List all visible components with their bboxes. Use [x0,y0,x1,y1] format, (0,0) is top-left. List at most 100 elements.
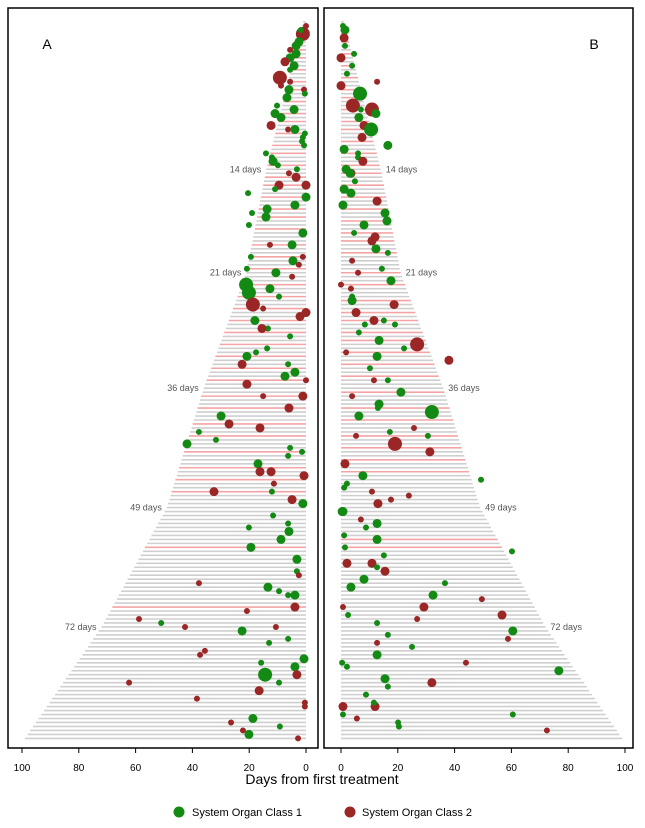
event-marker-class-2 [257,323,267,333]
event-marker-class-1 [242,351,252,361]
event-marker-class-1 [301,192,311,202]
event-marker-class-1 [284,85,294,95]
day-label: 72 days [65,622,97,632]
event-marker-class-2 [343,349,350,356]
event-marker-class-1 [293,166,300,173]
event-marker-class-2 [338,702,348,712]
event-marker-class-1 [268,488,275,495]
legend-marker-class-1 [173,806,185,818]
event-marker-class-1 [341,544,348,551]
event-marker-class-2 [504,635,511,642]
event-marker-class-1 [424,405,439,420]
event-marker-class-2 [358,156,368,166]
panel-letter: B [589,36,598,52]
event-marker-class-2 [272,623,279,630]
event-marker-class-1 [340,25,350,35]
event-marker-class-2 [266,467,276,477]
event-marker-class-1 [380,317,387,324]
event-marker-class-2 [405,492,412,499]
event-marker-class-1 [372,351,382,361]
event-marker-class-1 [291,41,301,51]
event-marker-class-1 [338,200,348,210]
event-marker-class-2 [387,436,402,451]
event-marker-class-2 [367,558,377,568]
event-marker-class-1 [345,168,355,178]
event-marker-class-1 [359,574,369,584]
legend-marker-class-2 [344,806,356,818]
event-marker-class-2 [209,487,219,497]
panel-letter: A [42,36,52,52]
event-marker-class-1 [276,588,283,595]
event-marker-class-1 [401,345,408,352]
event-marker-class-1 [380,208,390,218]
event-marker-class-1 [380,552,387,559]
event-marker-class-2 [287,495,297,505]
panel-b: 14 days 21 days 36 days 49 days 72 days B 0 20 4… [323,7,634,774]
event-marker-class-2 [543,727,550,734]
event-marker-class-1 [341,42,348,49]
event-marker-class-1 [249,210,256,217]
event-marker-class-1 [287,333,294,340]
event-marker-class-2 [374,78,381,85]
event-marker-class-2 [339,604,346,611]
event-marker-class-1 [357,106,364,113]
event-marker-class-2 [254,686,264,696]
event-marker-class-2 [357,132,367,142]
x-tick-label: 80 [73,763,85,774]
x-tick-label: 60 [506,763,518,774]
event-marker-class-2 [380,566,390,576]
event-marker-class-1 [243,265,250,272]
event-marker-class-1 [380,674,390,684]
event-marker-class-2 [301,703,308,710]
event-marker-class-1 [288,256,298,266]
event-marker-class-2 [338,281,344,288]
event-marker-class-1 [290,200,300,210]
event-marker-class-2 [287,46,294,53]
event-marker-class-1 [276,113,286,123]
event-marker-class-2 [228,719,235,726]
event-marker-class-1 [298,228,308,238]
event-marker-class-2 [339,33,349,43]
event-marker-class-1 [262,204,272,214]
event-marker-class-1 [345,612,352,619]
event-marker-class-1 [371,109,381,119]
event-marker-class-1 [351,178,358,185]
event-marker-class-2 [295,572,302,579]
event-marker-class-2 [295,261,302,268]
event-marker-class-2 [349,393,356,400]
event-marker-class-1 [237,626,247,636]
x-tick-label: 40 [449,763,461,774]
event-marker-class-1 [276,723,283,730]
event-marker-class-2 [367,236,377,246]
event-marker-class-1 [372,650,382,660]
event-marker-class-1 [250,316,260,325]
event-marker-class-1 [343,70,350,77]
event-marker-class-1 [508,626,518,636]
event-marker-class-1 [378,265,385,272]
event-marker-class-1 [359,220,369,230]
event-marker-class-1 [261,212,271,222]
event-marker-class-1 [276,293,283,300]
event-marker-class-2 [410,424,417,431]
event-marker-class-1 [276,679,283,686]
event-marker-class-1 [374,335,384,345]
event-marker-class-1 [287,444,294,451]
event-marker-class-1 [372,534,382,544]
event-marker-class-2 [270,480,277,487]
event-marker-class-1 [299,654,309,664]
event-marker-class-1 [246,542,256,552]
event-marker-class-1 [384,249,391,256]
event-marker-class-2 [126,679,133,686]
event-marker-class-1 [386,276,396,286]
event-marker-class-2 [387,496,394,503]
event-marker-class-1 [341,484,348,491]
event-marker-class-1 [374,564,381,571]
event-marker-class-2 [242,379,252,389]
event-marker-class-2 [255,423,265,433]
day-label: 21 days [210,268,242,278]
event-marker-class-1 [285,520,292,527]
event-marker-class-2 [373,499,383,509]
event-marker-class-2 [369,316,379,325]
event-marker-class-2 [289,273,296,280]
event-marker-class-1 [253,349,260,356]
